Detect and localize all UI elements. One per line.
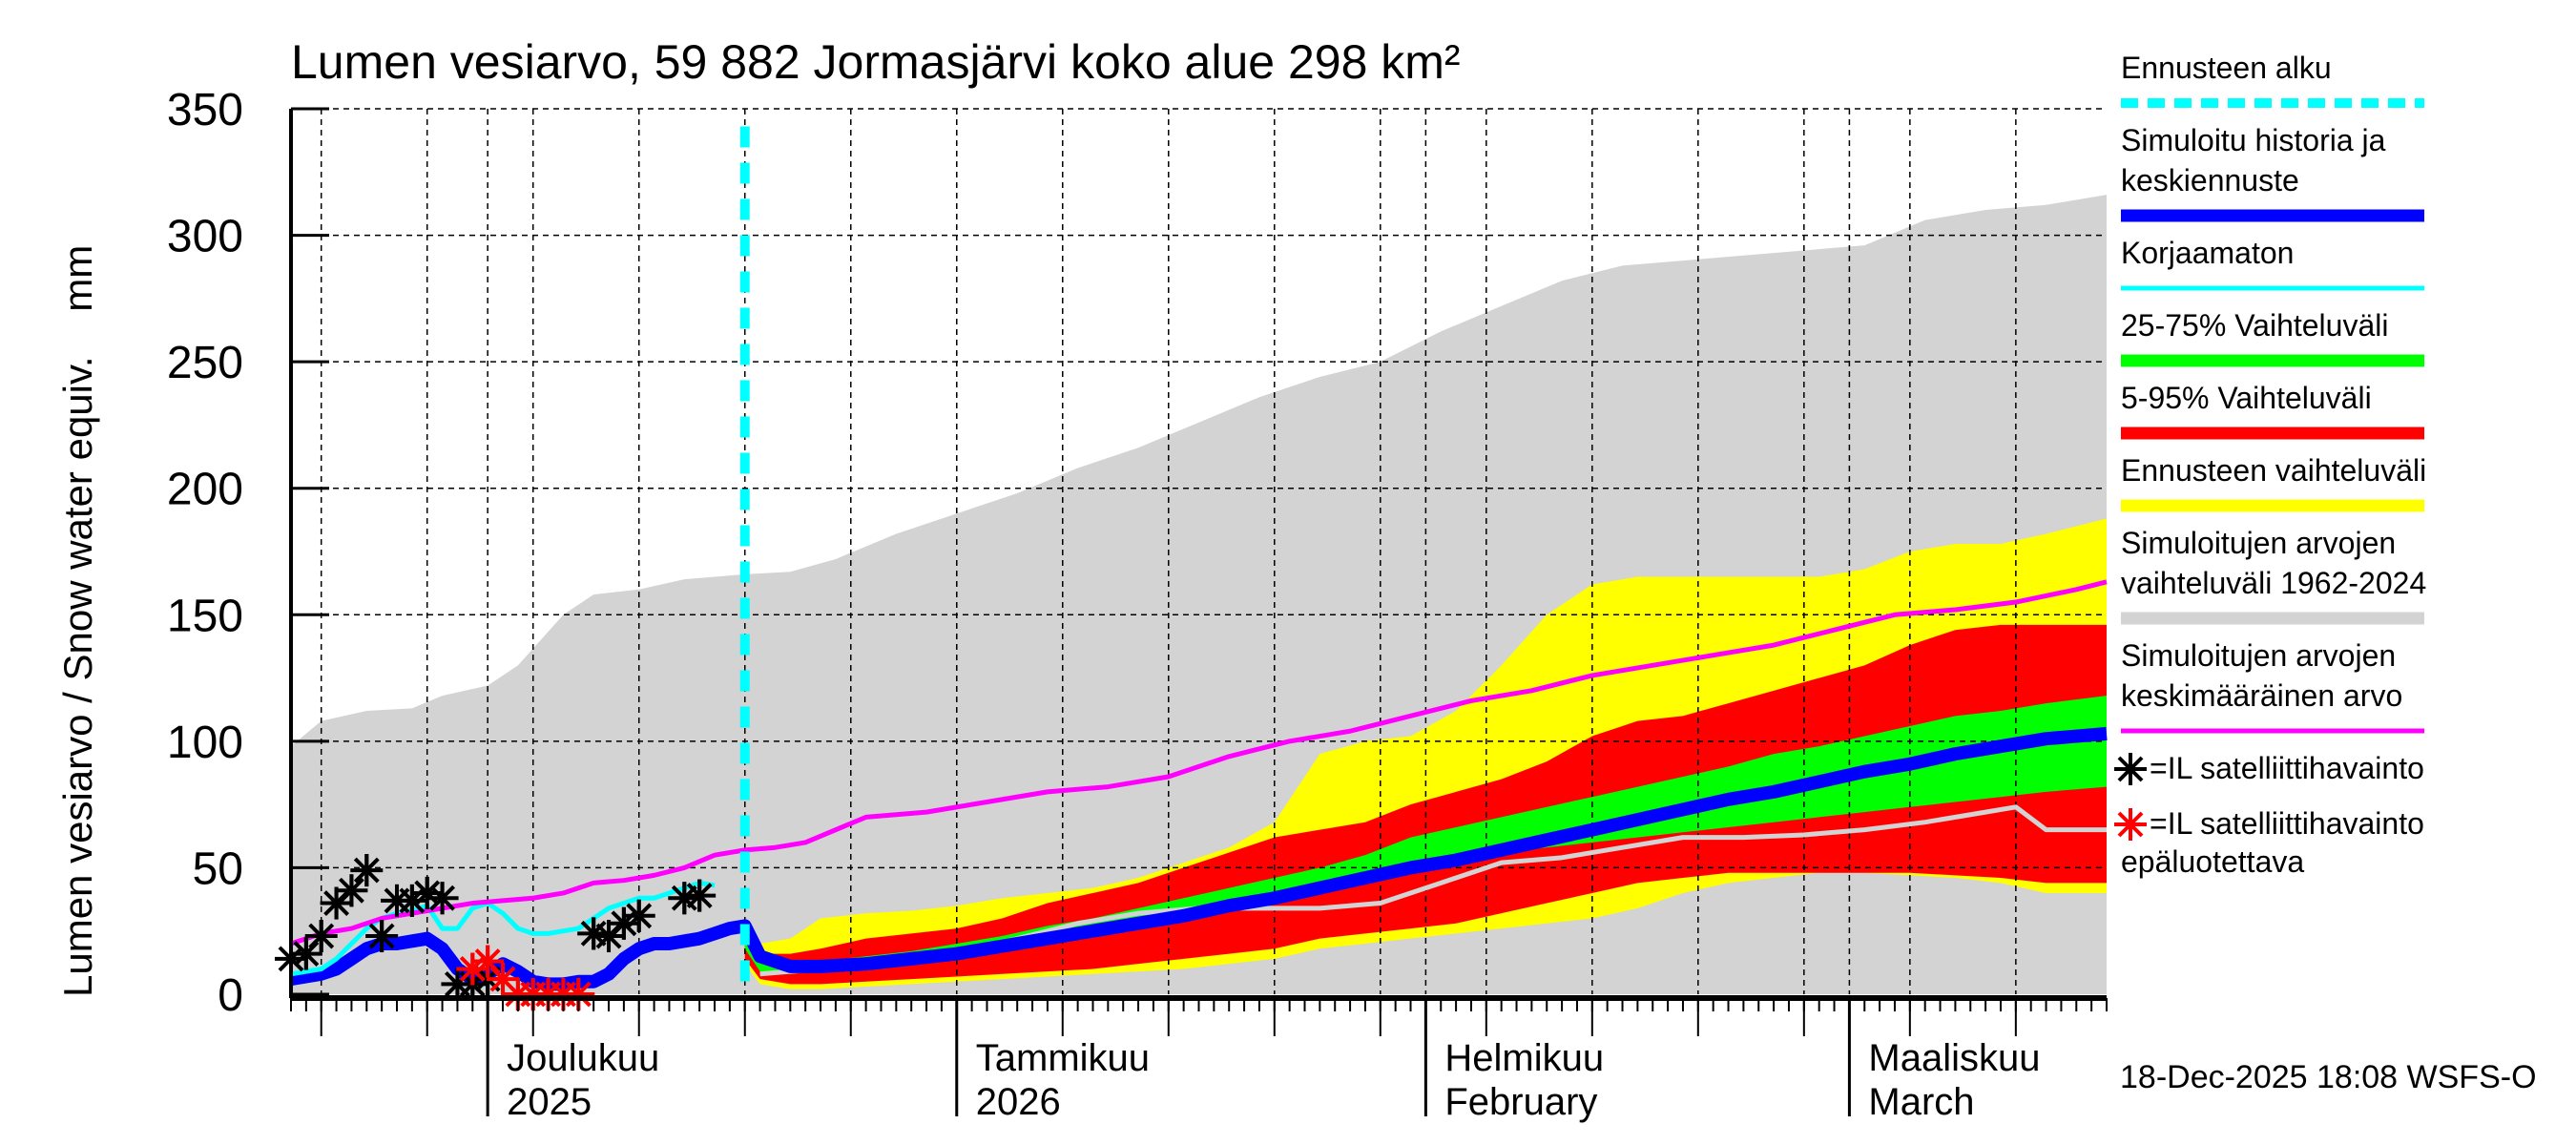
month-sublabel: February (1444, 1081, 1597, 1123)
y-tick-label: 250 (167, 338, 243, 388)
legend-label: Simuloitujen arvojen (2121, 526, 2396, 560)
observation-point (350, 854, 384, 887)
legend-item: Simuloitujen arvojen vaihteluväli 1962-20… (2121, 526, 2426, 625)
observation-point (426, 882, 459, 915)
observation-point (365, 920, 399, 953)
month-sublabel: 2026 (976, 1081, 1061, 1123)
y-tick-label: 350 (167, 85, 243, 135)
series-line-1 (290, 880, 716, 977)
observation-point (304, 920, 338, 953)
y-axis-label: Lumen vesiarvo / Snow water equiv. mm (55, 245, 100, 997)
legend-asterisk-icon (2114, 808, 2147, 841)
legend-item: 25-75% Vaihteluväli (2121, 308, 2424, 367)
legend-asterisk-icon (2114, 753, 2147, 785)
bands-layer (291, 195, 2107, 995)
month-label: Maaliskuu (1868, 1037, 2040, 1079)
legend-label: Ennusteen alku (2121, 51, 2332, 85)
y-tick-label: 50 (193, 843, 243, 894)
legend-label: 5-95% Vaihteluväli (2121, 381, 2372, 415)
legend-label: Ennusteen vaihteluväli (2121, 453, 2426, 488)
y-tick-label: 200 (167, 465, 243, 515)
legend-item: 5-95% Vaihteluväli (2121, 381, 2424, 440)
legend-item: Ennusteen alku (2121, 51, 2424, 108)
observation-point (335, 874, 368, 907)
legend: Ennusteen alku Simuloitu historia ja keski… (2114, 51, 2426, 879)
series-line-0 (289, 726, 2108, 991)
chart-title: Lumen vesiarvo, 59 882 Jormasjärvi koko … (291, 35, 1461, 89)
lines-layer (289, 579, 2108, 991)
legend-label: =IL satelliittihavainto (2150, 806, 2424, 841)
grid-layer (291, 108, 2107, 994)
series-line-2 (290, 579, 2108, 947)
legend-label: =IL satelliittihavainto (2150, 751, 2424, 785)
month-sublabel: March (1868, 1081, 1974, 1123)
observations-layer (275, 854, 717, 1010)
y-tick-label: 0 (218, 970, 243, 1021)
observation-point (683, 879, 717, 912)
legend-item: =IL satelliittihavainto (2114, 751, 2424, 785)
legend-label: vaihteluväli 1962-2024 (2121, 566, 2426, 600)
legend-item: Korjaamaton (2121, 236, 2424, 291)
month-label: Joulukuu (507, 1037, 659, 1079)
legend-label: keskimääräinen arvo (2121, 678, 2402, 713)
legend-label: Simuloitujen arvojen (2121, 638, 2396, 673)
legend-label: 25-75% Vaihteluväli (2121, 308, 2388, 343)
observation-point (607, 906, 640, 940)
month-label: Tammikuu (976, 1037, 1150, 1079)
legend-label: Korjaamaton (2121, 236, 2294, 270)
observation-point (622, 899, 655, 932)
y-tick-label: 150 (167, 591, 243, 641)
legend-item: Simuloitujen arvojen keskimääräinen arvo (2121, 638, 2424, 734)
month-sublabel: 2025 (507, 1081, 592, 1123)
observation-point (289, 937, 322, 970)
footer-timestamp: 18-Dec-2025 18:08 WSFS-O (2120, 1059, 2537, 1095)
legend-label: epäluotettava (2121, 844, 2304, 879)
legend-item: Ennusteen vaihteluväli (2121, 453, 2426, 512)
month-label: Helmikuu (1444, 1037, 1604, 1079)
y-tick-label: 100 (167, 718, 243, 768)
legend-item: Simuloitu historia ja keskiennuste (2121, 123, 2424, 222)
legend-label: keskiennuste (2121, 163, 2299, 198)
legend-label: Simuloitu historia ja (2121, 123, 2386, 157)
y-axis-label-group: Lumen vesiarvo / Snow water equiv. mm (55, 245, 100, 997)
y-tick-label: 300 (167, 212, 243, 262)
